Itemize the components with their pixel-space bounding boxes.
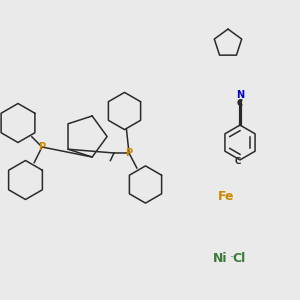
Text: ·: · [238, 158, 242, 171]
Text: ·: · [230, 251, 234, 264]
Text: Fe: Fe [218, 190, 235, 203]
Text: P: P [38, 142, 46, 152]
Text: N: N [236, 90, 244, 100]
Text: C: C [235, 157, 241, 166]
Text: Ni: Ni [213, 251, 228, 265]
Text: P: P [125, 148, 133, 158]
Text: Cl: Cl [232, 251, 246, 265]
Text: C: C [237, 99, 243, 108]
